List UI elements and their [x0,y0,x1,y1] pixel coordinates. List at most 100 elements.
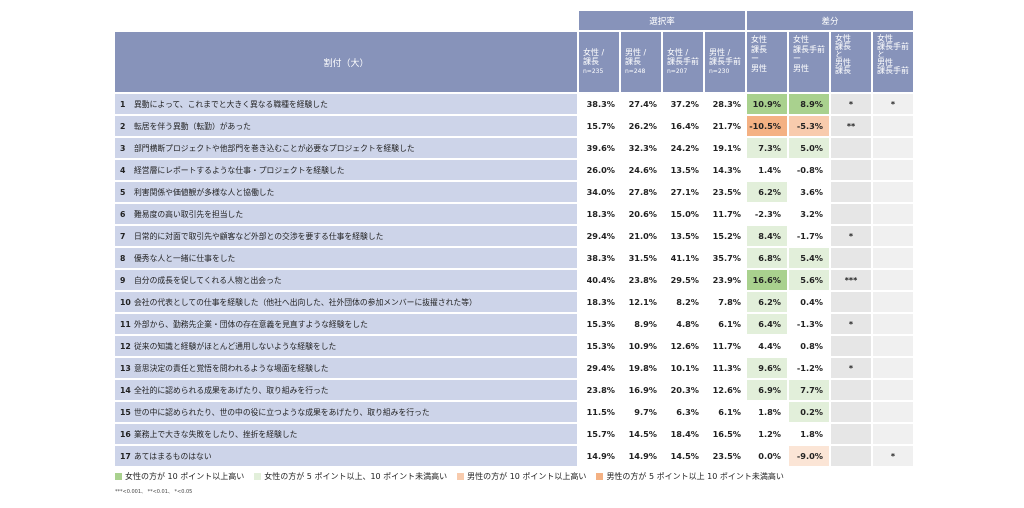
row-label: 転居を伴う異動（転勤）があった [134,121,251,131]
table-row: 5 利害関係や価値観が多様な人と協働した 34.0% 27.8% 27.1% 23.5% 6… [115,182,914,202]
diff-cell: 1.2% [747,424,788,444]
significance-cell [831,204,872,224]
significance-column-line: と [835,50,844,59]
significance-cell [873,336,914,356]
rate-cell: 26.2% [621,116,661,136]
row-label: 会社の代表としての仕事を経験した（他社へ出向した、社外団体の参加メンバーに抜擢さ… [134,297,477,307]
row-label: 全社的に認められる成果をあげたり、取り組みを行った [134,385,329,395]
significance-cell [873,402,914,422]
significance-cell: ** [831,116,872,136]
header-spacer [115,11,577,30]
diff-cell: -5.3% [789,116,830,136]
rate-cell: 9.7% [621,402,661,422]
rate-cell: 14.9% [579,446,619,466]
row-label-cell: 6 難易度の高い取引先を担当した [115,204,577,224]
significance-cell [831,424,872,444]
rate-cell: 13.5% [663,160,703,180]
significance-cell [831,336,872,356]
significance-cell [873,226,914,246]
rate-cell: 41.1% [663,248,703,268]
diff-cell: -10.5% [747,116,788,136]
row-number: 10 [120,297,131,307]
rate-cell: 38.3% [579,94,619,114]
significance-column-line: 男性 [835,58,852,67]
row-label-cell: 11 外部から、勤務先企業・団体の存在意義を見直すような経験をした [115,314,577,334]
diff-cell: 5.0% [789,138,830,158]
diff-cell: 6.2% [747,292,788,312]
rate-cell: 10.1% [663,358,703,378]
row-label: 業務上で大きな失敗をしたり、挫折を経験した [134,429,298,439]
significance-cell [831,160,872,180]
diff-cell: 16.6% [747,270,788,290]
row-label-cell: 9 自分の成長を促してくれる人物と出会った [115,270,577,290]
row-label-cell: 12 従来の知識と経験がほとんど通用しないような経験をした [115,336,577,356]
table-row: 14 全社的に認められる成果をあげたり、取り組みを行った 23.8% 16.9% 20.… [115,380,914,400]
diff-cell: 10.9% [747,94,788,114]
group-header-row: 選択率 差分 [115,11,914,30]
rate-cell: 18.4% [663,424,703,444]
rate-cell: 15.7% [579,424,619,444]
diff-column-line: 課長 [751,44,768,54]
row-number: 16 [120,429,131,439]
row-label-cell: 13 意思決定の責任と覚悟を問われるような場面を経験した [115,358,577,378]
row-label-cell: 5 利害関係や価値観が多様な人と協働した [115,182,577,202]
rate-column-line2: 課長 [625,57,641,67]
significance-column-line: 課長 [835,66,852,75]
legend-label: 女性の方が 10 ポイント以上高い [125,472,245,481]
row-label: 異動によって、これまでと大きく異なる職種を経験した [134,99,328,109]
legend-swatch [115,473,122,480]
row-label-cell: 7 日常的に対面で取引先や顧客など外部との交渉を要する仕事を経験した [115,226,577,246]
rate-cell: 29.5% [663,270,703,290]
significance-cell [873,116,914,136]
significance-cell: * [831,226,872,246]
rate-cell: 29.4% [579,358,619,378]
significance-cell: * [831,94,872,114]
significance-column-line: 女性 [835,34,852,43]
table-body: 1 異動によって、これまでと大きく異なる職種を経験した 38.3% 27.4% 37.2… [115,94,914,466]
significance-cell [831,138,872,158]
diff-column-line: 男性 [751,63,768,73]
rate-cell: 15.0% [663,204,703,224]
row-number: 5 [120,187,126,197]
rate-cell: 11.7% [705,204,746,224]
row-label: 優秀な人と一緒に仕事をした [134,253,236,263]
diff-column-line: ー [751,54,760,63]
significance-cell: * [831,314,872,334]
rate-cell: 13.5% [663,226,703,246]
rate-cell: 31.5% [621,248,661,268]
rate-cell: 14.9% [621,446,661,466]
significance-footnote: ***<0.001、 **<0.01、 *<0.05 [115,489,193,495]
table-row: 7 日常的に対面で取引先や顧客など外部との交渉を要する仕事を経験した 29.4% 21… [115,226,914,246]
rate-cell: 11.3% [705,358,746,378]
row-number: 3 [120,143,126,153]
diff-cell: -0.8% [789,160,830,180]
significance-cell [873,270,914,290]
rate-column-header: 男性 / 課長手前 n=230 [705,32,746,92]
rate-column-line1: 男性 / [709,47,731,57]
row-number: 2 [120,121,126,131]
legend-label: 男性の方が 10 ポイント以上高い [467,472,587,481]
row-label: 世の中に認められたり、世の中の役に立つような成果をあげたり、取り組みを行った [134,407,430,417]
legend-swatch [596,473,604,480]
significance-cell [831,292,872,312]
rate-cell: 38.3% [579,248,619,268]
significance-cell [831,446,872,466]
rate-cell: 19.1% [705,138,746,158]
row-number: 11 [120,319,131,329]
rate-cell: 24.2% [663,138,703,158]
row-label-cell: 2 転居を伴う異動（転勤）があった [115,116,577,136]
row-label-cell: 8 優秀な人と一緒に仕事をした [115,248,577,268]
rate-cell: 27.8% [621,182,661,202]
rate-column-sample-size: n=207 [667,67,688,75]
legend-swatch [254,473,262,480]
diff-cell: 1.8% [747,402,788,422]
rate-cell: 23.9% [705,270,746,290]
diff-cell: 5.4% [789,248,830,268]
significance-cell [873,380,914,400]
rate-cell: 34.0% [579,182,619,202]
row-label-cell: 14 全社的に認められる成果をあげたり、取り組みを行った [115,380,577,400]
rate-cell: 27.1% [663,182,703,202]
significance-column-line: 男性 [877,58,894,67]
significance-cell: * [873,94,914,114]
diff-cell: 5.6% [789,270,830,290]
